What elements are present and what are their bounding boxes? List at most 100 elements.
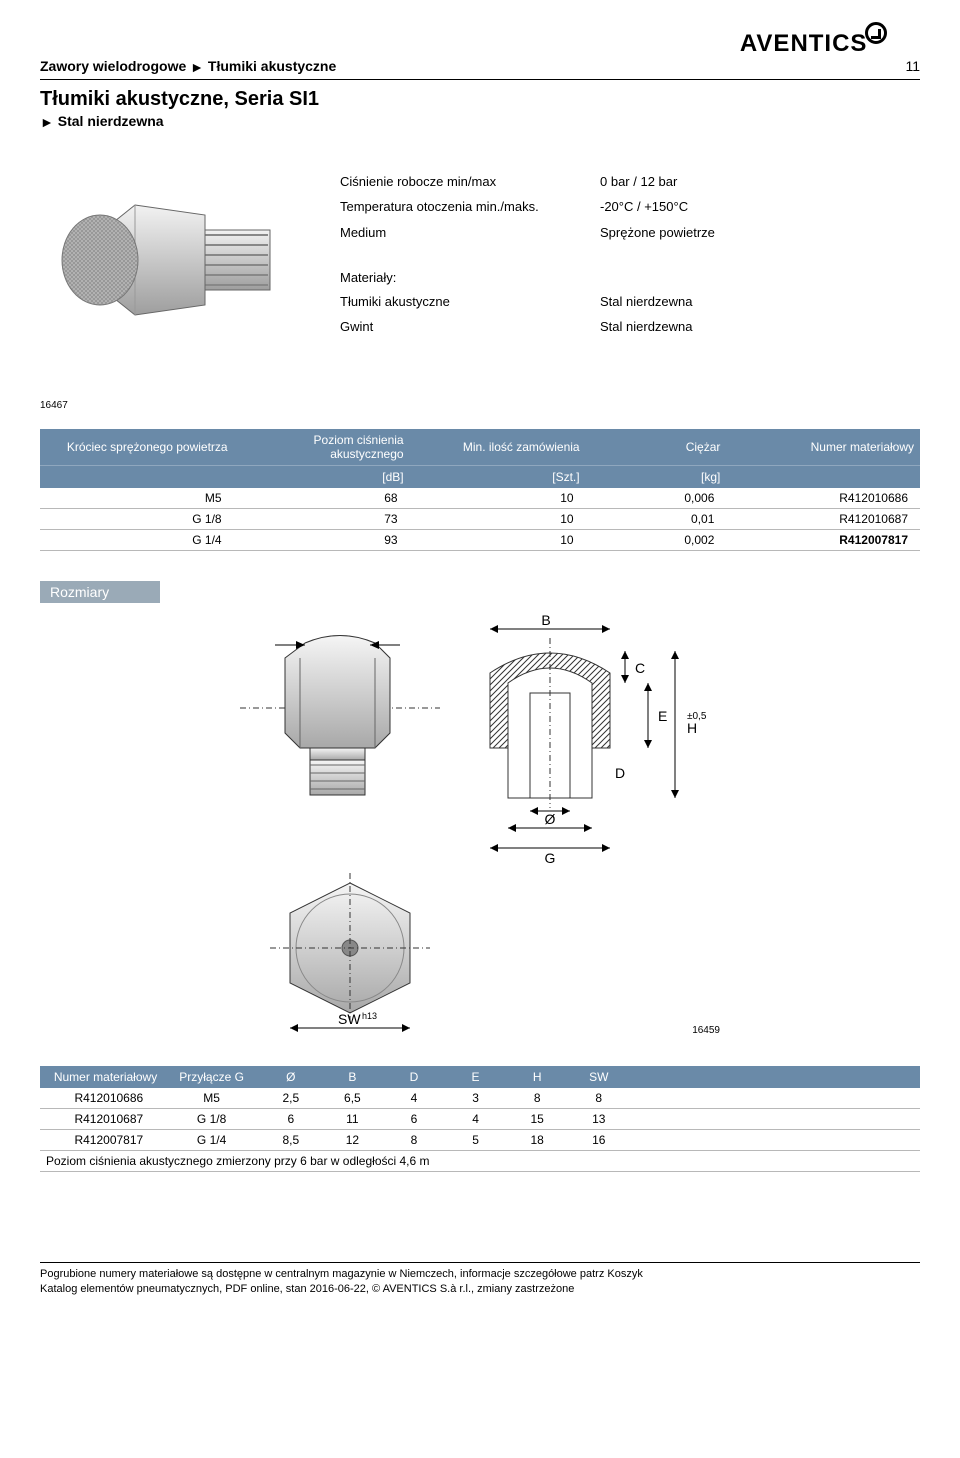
figure-ref-2: 16459 [692, 1025, 720, 1036]
th-unit [726, 466, 920, 489]
td: G 1/8 [163, 1109, 260, 1130]
td: R412010687 [40, 1109, 163, 1130]
dimensions-table: Numer materiałowy Przyłącze G Ø B D E H … [40, 1066, 920, 1172]
td: R412007817 [40, 1130, 163, 1151]
th: SW [568, 1066, 630, 1088]
info-section: Ciśnienie robocze min/max 0 bar / 12 bar… [40, 170, 920, 350]
materials-heading: Materiały: [340, 266, 800, 289]
spec-label: Medium [340, 221, 600, 244]
brand-logo: AVENTICS [740, 30, 886, 58]
spec-value: -20°C / +150°C [600, 195, 800, 218]
th-unit: [kg] [586, 466, 727, 489]
spec-value: Stal nierdzewna [600, 290, 800, 313]
th: Min. ilość zamówienia [410, 429, 586, 466]
page-number: 11 [905, 30, 920, 74]
table-row: R412007817 G 1/4 8,5 12 8 5 18 16 [40, 1130, 920, 1151]
dim-label-sw-sup: h13 [362, 1011, 377, 1021]
th: Numer materiałowy [40, 1066, 163, 1088]
td: 93 [234, 530, 410, 551]
th [702, 1066, 775, 1088]
td: 10 [410, 488, 586, 509]
td: 4 [445, 1109, 507, 1130]
dim-label-tol: ±0,5 [687, 711, 707, 722]
td: 6,5 [322, 1088, 384, 1109]
td [775, 1109, 848, 1130]
td [630, 1109, 703, 1130]
td [847, 1088, 920, 1109]
th-unit: [Szt.] [410, 466, 586, 489]
td: 8 [383, 1130, 445, 1151]
td: 12 [322, 1130, 384, 1151]
table-row: G 1/4 93 10 0,002 R412007817 [40, 530, 920, 551]
subtitle-arrow: ► [40, 114, 54, 130]
dim-label-h: H [687, 720, 697, 736]
td: 68 [234, 488, 410, 509]
td: 13 [568, 1109, 630, 1130]
product-table-body: M5 68 10 0,006 R412010686 G 1/8 73 10 0,… [40, 488, 920, 551]
spec-label: Gwint [340, 315, 600, 338]
td: 18 [506, 1130, 568, 1151]
th: Przyłącze G [163, 1066, 260, 1088]
td: R412007817 [726, 530, 920, 551]
td [702, 1088, 775, 1109]
th: H [506, 1066, 568, 1088]
td: 5 [445, 1130, 507, 1151]
breadcrumb-part-1: Zawory wielodrogowe [40, 58, 186, 74]
figure-ref-1: 16467 [40, 400, 920, 411]
td: G 1/4 [163, 1130, 260, 1151]
th: D [383, 1066, 445, 1088]
td: 6 [260, 1109, 322, 1130]
table-row: R412010686 M5 2,5 6,5 4 3 8 8 [40, 1088, 920, 1109]
td: M5 [40, 488, 234, 509]
page-footer: Pogrubione numery materiałowe są dostępn… [40, 1262, 920, 1298]
td [847, 1109, 920, 1130]
spec-label: Temperatura otoczenia min./maks. [340, 195, 600, 218]
spec-label: Ciśnienie robocze min/max [340, 170, 600, 193]
spec-value: Stal nierdzewna [600, 315, 800, 338]
product-table: Króciec sprężonego powietrza Poziom ciśn… [40, 429, 920, 551]
th: Króciec sprężonego powietrza [40, 429, 234, 466]
breadcrumb-part-2: Tłumiki akustyczne [208, 58, 336, 74]
product-image-svg [50, 175, 290, 345]
product-image [40, 170, 300, 350]
td: 10 [410, 509, 586, 530]
dimension-diagram: B C E H ±0,5 [40, 613, 920, 1036]
td [630, 1130, 703, 1151]
td: 15 [506, 1109, 568, 1130]
footer-line-2: Katalog elementów pneumatycznych, PDF on… [40, 1282, 920, 1297]
dim-label-d: D [615, 765, 625, 781]
td: 8,5 [260, 1130, 322, 1151]
dimension-diagram-svg: B C E H ±0,5 [230, 613, 730, 1033]
dim-label-sw: SW [338, 1011, 361, 1027]
title-block: Tłumiki akustyczne, Seria SI1 ► Stal nie… [40, 88, 920, 130]
header-row: Zawory wielodrogowe ► Tłumiki akustyczne… [40, 30, 920, 80]
td: 2,5 [260, 1088, 322, 1109]
table-row: R412010687 G 1/8 6 11 6 4 15 13 [40, 1109, 920, 1130]
brand-logo-text: AVENTICS [740, 30, 868, 57]
td: 8 [506, 1088, 568, 1109]
dim-label-b: B [541, 613, 550, 628]
td: 0,006 [586, 488, 727, 509]
td: 11 [322, 1109, 384, 1130]
td [702, 1109, 775, 1130]
td [702, 1130, 775, 1151]
dim-label-c: C [635, 660, 645, 676]
page-subtitle: ► Stal nierdzewna [40, 113, 920, 130]
breadcrumb-arrow: ► [190, 59, 204, 75]
td: G 1/4 [40, 530, 234, 551]
subtitle-text: Stal nierdzewna [58, 113, 164, 129]
td: 73 [234, 509, 410, 530]
th [630, 1066, 703, 1088]
table-note-row: Poziom ciśnienia akustycznego zmierzony … [40, 1151, 920, 1172]
td: R412010686 [726, 488, 920, 509]
td [630, 1088, 703, 1109]
spec-table: Ciśnienie robocze min/max 0 bar / 12 bar… [340, 170, 800, 244]
td [775, 1088, 848, 1109]
page: Zawory wielodrogowe ► Tłumiki akustyczne… [0, 0, 960, 1318]
breadcrumb: Zawory wielodrogowe ► Tłumiki akustyczne [40, 30, 336, 75]
spec-label: Tłumiki akustyczne [340, 290, 600, 313]
table-note: Poziom ciśnienia akustycznego zmierzony … [40, 1151, 920, 1172]
table-row: G 1/8 73 10 0,01 R412010687 [40, 509, 920, 530]
th: Poziom ciśnienia akustycznego [234, 429, 410, 466]
th: Ø [260, 1066, 322, 1088]
